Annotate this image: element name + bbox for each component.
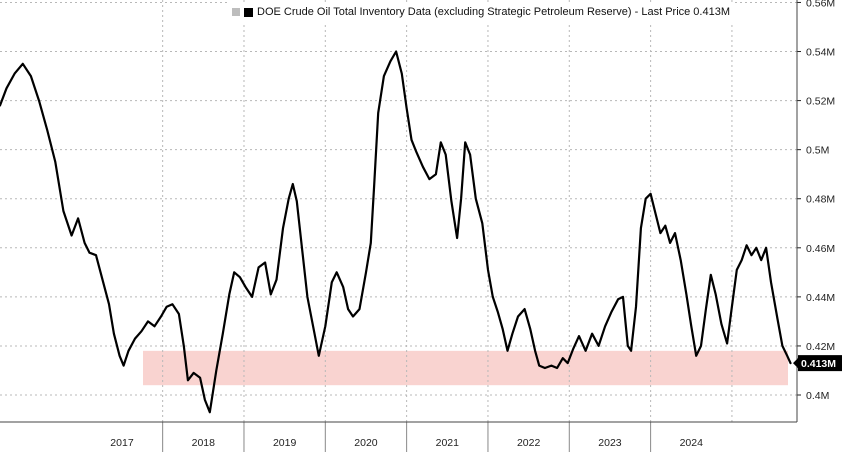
- last-value-label: 0.413M: [793, 355, 842, 372]
- x-tick-label: 2021: [436, 437, 460, 449]
- legend-text: DOE Crude Oil Total Inventory Data (excl…: [257, 6, 730, 18]
- y-tick-label: 0.5M: [806, 145, 829, 157]
- highlight-band-layer: [143, 350, 788, 386]
- label-layer: 0.413M: [793, 355, 842, 372]
- y-tick-label: 0.52M: [806, 96, 835, 108]
- legend: DOE Crude Oil Total Inventory Data (excl…: [228, 2, 734, 22]
- x-tick-label: 2019: [273, 437, 297, 449]
- y-tick-label: 0.44M: [806, 292, 835, 304]
- y-tick-label: 0.48M: [806, 194, 835, 206]
- last-value-label-bg: [798, 355, 842, 372]
- grid-layer: [0, 0, 797, 422]
- x-tick-label: 2023: [598, 437, 622, 449]
- highlight-band: [143, 350, 788, 386]
- y-tick-label: 0.54M: [806, 47, 835, 59]
- y-tick-label: 0.56M: [806, 0, 835, 9]
- series-line: [0, 50, 792, 414]
- x-tick-label: 2024: [680, 437, 704, 449]
- legend-series-marker: [244, 7, 253, 17]
- y-tick-label: 0.46M: [806, 243, 835, 255]
- last-value-label-text: 0.413M: [801, 358, 836, 370]
- x-tick-label: 2018: [192, 437, 216, 449]
- y-tick-label: 0.42M: [806, 341, 835, 353]
- last-value-label-pointer: [793, 358, 798, 369]
- x-tick-label: 2020: [354, 437, 378, 449]
- x-tick-label: 2022: [517, 437, 541, 449]
- x-tick-label: 2017: [110, 437, 134, 449]
- y-tick-label: 0.4M: [806, 390, 829, 402]
- series-layer: [0, 50, 792, 414]
- legend-grey-marker: [232, 8, 240, 16]
